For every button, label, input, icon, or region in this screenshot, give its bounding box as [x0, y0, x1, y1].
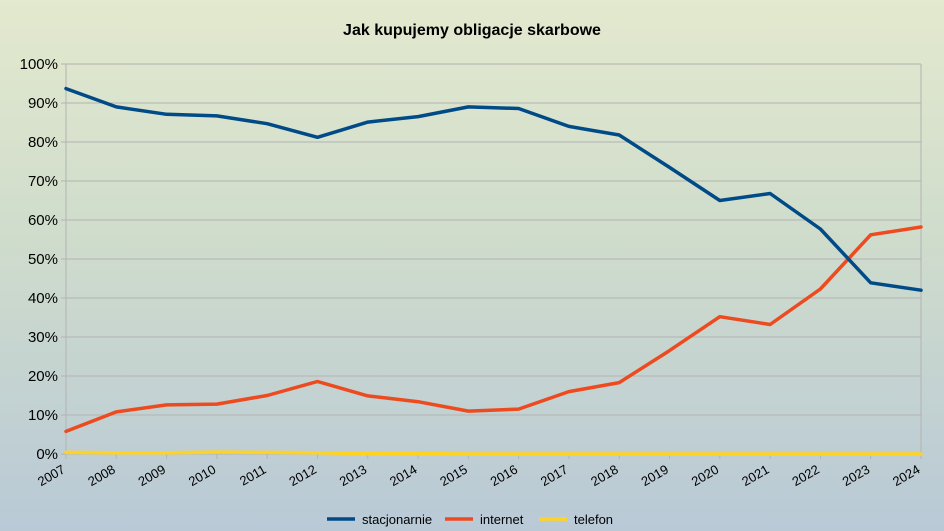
- y-tick-label: 90%: [28, 95, 58, 112]
- x-tick-label: 2024: [890, 462, 923, 489]
- grid-lines: [66, 63, 921, 455]
- x-tick-label: 2012: [286, 462, 319, 489]
- x-axis-ticks: 2007 2008 2009 2010 2011 2012 2013 2014 2015 2016…: [35, 454, 923, 489]
- legend-label-internet: internet: [480, 512, 524, 527]
- chart-title: Jak kupujemy obligacje skarbowe: [343, 22, 601, 39]
- legend-label-stacjonarnie: stacjonarnie: [362, 512, 432, 527]
- x-tick-label: 2022: [789, 462, 822, 489]
- x-tick-label: 2013: [337, 462, 370, 489]
- x-tick-label: 2015: [437, 462, 470, 489]
- x-tick-label: 2011: [237, 462, 269, 489]
- axes: [65, 64, 922, 459]
- y-tick-label: 80%: [28, 134, 58, 151]
- x-tick-label: 2019: [638, 462, 671, 489]
- y-tick-label: 40%: [28, 290, 58, 307]
- y-tick-label: 0%: [36, 446, 58, 463]
- x-tick-label: 2023: [840, 462, 873, 489]
- series-line-internet: [64, 225, 923, 434]
- x-tick-label: 2017: [538, 462, 571, 489]
- y-tick-label: 70%: [28, 173, 58, 190]
- series-line-stacjonarnie: [64, 86, 923, 292]
- y-axis-ticks: 0% 10% 20% 30% 40% 50% 60% 70% 80% 90% 100%: [20, 56, 66, 463]
- y-tick-label: 30%: [28, 329, 58, 346]
- x-tick-label: 2021: [739, 462, 772, 489]
- y-tick-label: 60%: [28, 212, 58, 229]
- y-tick-label: 100%: [20, 56, 58, 73]
- y-tick-label: 20%: [28, 368, 58, 385]
- series-line-telefon: [64, 450, 923, 456]
- x-tick-label: 2018: [588, 462, 621, 489]
- x-tick-label: 2010: [186, 462, 219, 489]
- x-tick-label: 2020: [689, 462, 722, 489]
- x-tick-label: 2007: [35, 462, 68, 489]
- x-tick-label: 2016: [488, 462, 521, 489]
- legend: stacjonarnie internet telefon: [327, 512, 613, 527]
- series-lines: [64, 86, 923, 456]
- y-tick-label: 10%: [28, 407, 58, 424]
- y-tick-label: 50%: [28, 251, 58, 268]
- x-tick-label: 2014: [387, 462, 420, 489]
- x-tick-label: 2008: [85, 462, 118, 489]
- legend-label-telefon: telefon: [574, 512, 613, 527]
- x-tick-label: 2009: [136, 462, 169, 489]
